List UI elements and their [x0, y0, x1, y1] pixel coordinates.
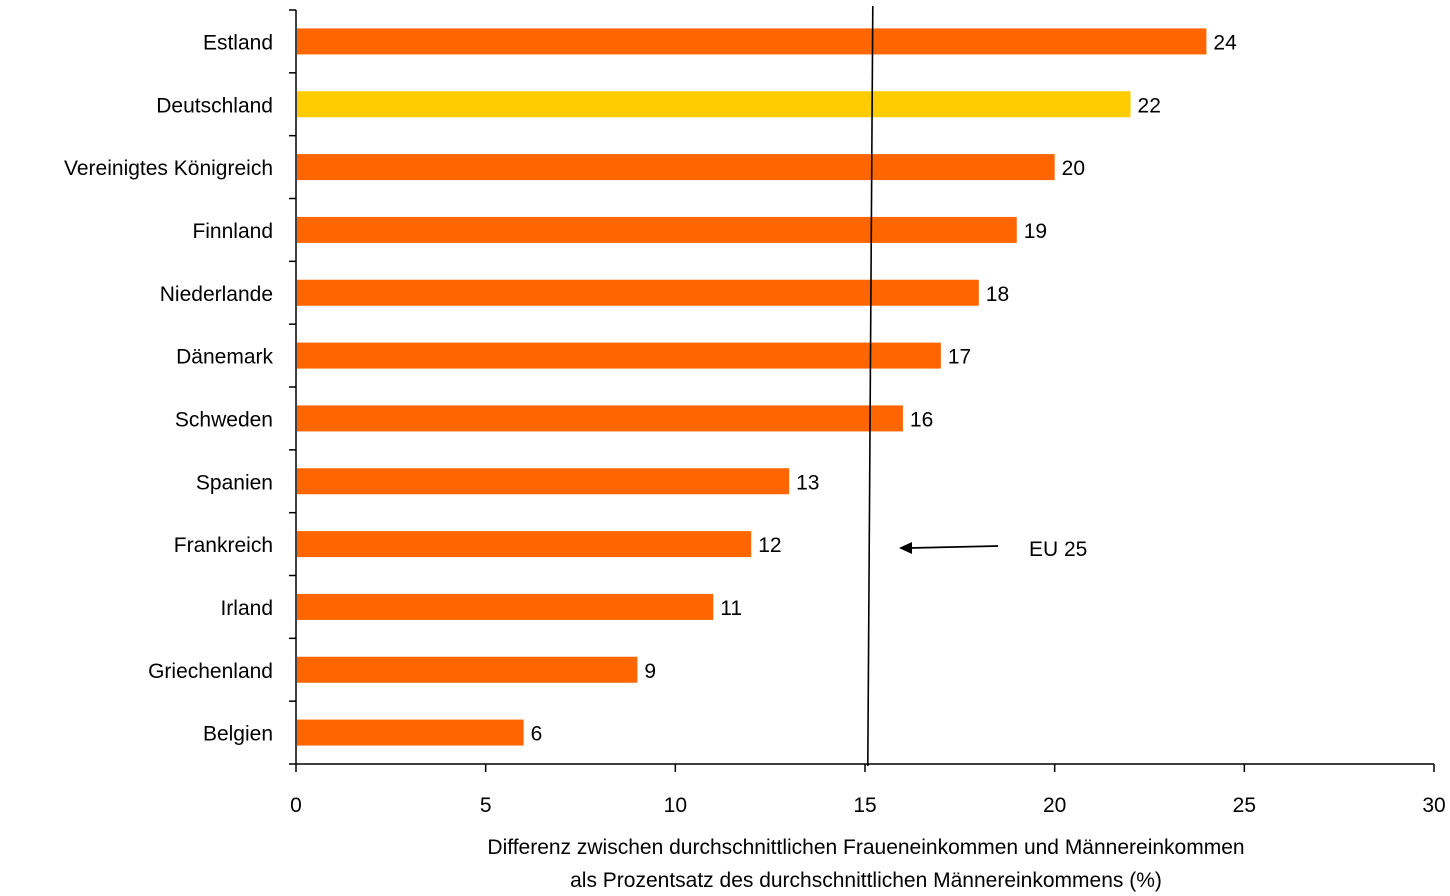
bar	[297, 531, 752, 558]
bar	[297, 279, 979, 306]
y-tick-label: Griechenland	[148, 660, 273, 683]
data-label: 13	[796, 471, 819, 494]
data-label: 20	[1062, 157, 1085, 180]
y-tick-label: Spanien	[196, 471, 273, 494]
y-tick-label: Frankreich	[174, 534, 273, 557]
data-label: 9	[644, 660, 656, 683]
x-tick-labels-group: 0 5 10 15 20 25 30	[290, 794, 1446, 817]
data-label: 19	[1024, 220, 1047, 243]
y-tick-label: Schweden	[175, 408, 273, 431]
bar	[297, 593, 714, 620]
data-label: 17	[948, 346, 971, 369]
x-tick-label: 25	[1233, 794, 1256, 817]
data-label: 12	[758, 534, 781, 557]
bar	[297, 91, 1131, 118]
y-tick-label: Finnland	[192, 220, 273, 243]
y-tick-label: Estland	[203, 31, 273, 54]
annotation-arrow-head	[899, 542, 912, 554]
value-labels-group: 24 22 20 19 18 17 16 13 12 11 9 6	[531, 31, 1237, 745]
data-label: 6	[531, 723, 543, 746]
x-tick-label: 5	[480, 794, 492, 817]
eu25-annotation-label: EU 25	[1029, 538, 1087, 561]
bars-group	[297, 28, 1207, 746]
bar	[297, 28, 1207, 55]
x-tick-label: 0	[290, 794, 302, 817]
axes-group	[289, 9, 1435, 772]
bar	[297, 405, 903, 432]
bar	[297, 216, 1017, 243]
bar	[297, 656, 638, 683]
y-tick-label: Dänemark	[176, 346, 273, 369]
y-tick-label: Irland	[220, 597, 273, 620]
bar	[297, 154, 1055, 181]
x-axis-title-line-2: als Prozentsatz des durchschnittlichen M…	[570, 869, 1162, 892]
reference-line-group: EU 25	[866, 5, 1087, 767]
x-axis-title-line-1: Differenz zwischen durchschnittlichen Fr…	[487, 836, 1245, 859]
data-label: 11	[720, 597, 742, 620]
bar	[297, 719, 524, 746]
x-tick-label: 30	[1422, 794, 1445, 817]
annotation-arrow-shaft	[909, 545, 999, 549]
data-label: 18	[986, 283, 1009, 306]
data-label: 22	[1138, 94, 1161, 117]
bar	[297, 342, 941, 369]
category-labels-group: Estland Deutschland Vereinigtes Königreich…	[64, 31, 273, 745]
y-tick-label: Deutschland	[156, 94, 273, 117]
x-tick-label: 20	[1043, 794, 1066, 817]
data-label: 24	[1213, 31, 1237, 54]
y-tick-label: Vereinigtes Königreich	[64, 157, 273, 180]
data-label: 16	[910, 408, 933, 431]
eu25-reference-line	[866, 5, 874, 767]
bar	[297, 468, 790, 495]
x-tick-label: 15	[853, 794, 876, 817]
y-tick-label: Belgien	[203, 723, 273, 746]
x-tick-label: 10	[664, 794, 687, 817]
y-tick-label: Niederlande	[160, 283, 273, 306]
